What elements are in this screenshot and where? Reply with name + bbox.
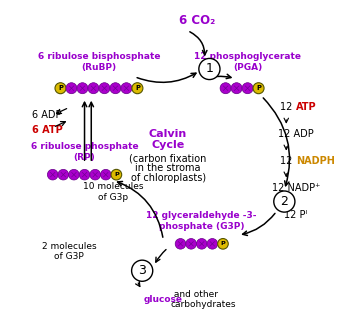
Circle shape <box>220 83 231 94</box>
Circle shape <box>207 238 218 249</box>
Text: NADPH: NADPH <box>296 156 335 166</box>
Text: P: P <box>135 85 140 91</box>
Text: 6 ribulose phosphate
(RP): 6 ribulose phosphate (RP) <box>31 142 138 162</box>
Text: P: P <box>114 172 119 177</box>
Circle shape <box>132 260 153 281</box>
Text: P: P <box>256 85 261 91</box>
Text: 12 phosphoglycerate
(PGA): 12 phosphoglycerate (PGA) <box>194 52 301 72</box>
Text: P: P <box>58 85 63 91</box>
Circle shape <box>79 169 90 180</box>
Circle shape <box>69 169 79 180</box>
Circle shape <box>199 58 220 80</box>
Text: 6 CO₂: 6 CO₂ <box>179 14 215 27</box>
Text: 2: 2 <box>280 195 288 208</box>
Circle shape <box>58 169 69 180</box>
Text: 12 NADP⁺: 12 NADP⁺ <box>272 183 320 193</box>
Circle shape <box>100 169 111 180</box>
Circle shape <box>274 191 295 212</box>
Circle shape <box>110 83 121 94</box>
Circle shape <box>218 238 228 249</box>
Text: 2 molecules
of G3P: 2 molecules of G3P <box>42 242 97 261</box>
Circle shape <box>231 83 242 94</box>
Text: 1: 1 <box>205 63 214 76</box>
Circle shape <box>253 83 264 94</box>
Text: Cycle: Cycle <box>152 140 185 150</box>
Circle shape <box>66 83 77 94</box>
Text: 12 glyceraldehyde -3-
phosphate (G3P): 12 glyceraldehyde -3- phosphate (G3P) <box>147 211 257 231</box>
Circle shape <box>77 83 88 94</box>
Circle shape <box>175 238 186 249</box>
Circle shape <box>121 83 132 94</box>
Text: glucose: glucose <box>144 295 183 304</box>
Text: and other
carbohydrates: and other carbohydrates <box>171 290 237 309</box>
Circle shape <box>111 169 122 180</box>
Circle shape <box>90 169 100 180</box>
Circle shape <box>55 83 66 94</box>
Text: P: P <box>221 241 225 246</box>
Text: 12: 12 <box>280 103 296 113</box>
Text: 12: 12 <box>280 156 296 166</box>
Text: 6 ribulose bisphosphate
(RuBP): 6 ribulose bisphosphate (RuBP) <box>38 52 160 72</box>
Text: 12 ADP: 12 ADP <box>278 129 314 139</box>
Circle shape <box>99 83 110 94</box>
Circle shape <box>197 238 207 249</box>
Circle shape <box>47 169 58 180</box>
Text: 6 ADP: 6 ADP <box>32 110 61 120</box>
Text: ATP: ATP <box>296 103 317 113</box>
Text: of chloroplasts): of chloroplasts) <box>131 172 206 182</box>
Text: 10 molecules
of G3p: 10 molecules of G3p <box>83 182 143 202</box>
Circle shape <box>186 238 197 249</box>
Circle shape <box>242 83 253 94</box>
Circle shape <box>132 83 143 94</box>
Text: 3: 3 <box>138 264 146 277</box>
Text: in the stroma: in the stroma <box>135 163 201 173</box>
Text: 12 Pᴵ: 12 Pᴵ <box>284 210 307 220</box>
Text: (carbon fixation: (carbon fixation <box>130 153 207 163</box>
Circle shape <box>88 83 99 94</box>
Text: Calvin: Calvin <box>149 129 187 139</box>
Text: 6 ATP: 6 ATP <box>32 126 63 136</box>
